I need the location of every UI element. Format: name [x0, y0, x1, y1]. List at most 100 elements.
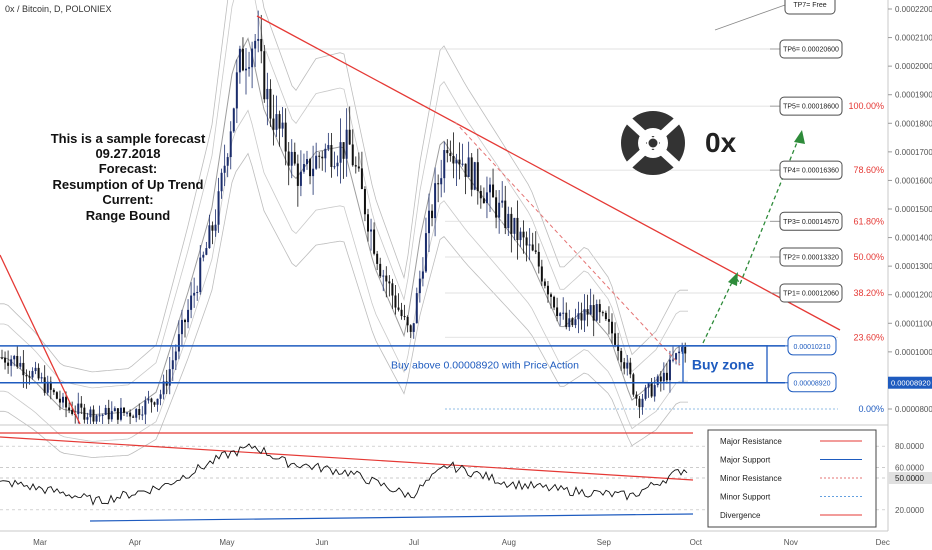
- candle-body: [254, 40, 257, 49]
- candle-body: [553, 296, 556, 308]
- candle-body: [245, 68, 247, 71]
- candle-body: [229, 131, 232, 158]
- time-tick-label: Sep: [597, 538, 612, 547]
- candle-body: [397, 307, 400, 310]
- candle-body: [620, 350, 623, 363]
- candle-body: [31, 371, 34, 378]
- legend-item-label: Major Resistance: [720, 437, 782, 446]
- logo-text: 0x: [705, 127, 737, 158]
- candle-body: [126, 412, 129, 414]
- candle-body: [559, 313, 562, 317]
- candle-body: [257, 38, 260, 41]
- tp-pointer: [714, 4, 786, 31]
- candle-body: [150, 398, 153, 403]
- tp-label: TP5= 0.00018600: [783, 104, 839, 111]
- candle-body: [275, 114, 278, 130]
- tp-box: [779, 247, 843, 267]
- candle-body: [382, 275, 385, 277]
- candle-body: [199, 257, 202, 293]
- candle-body: [659, 376, 662, 382]
- minor-resistance-line: [454, 121, 681, 366]
- candle-body: [336, 162, 339, 167]
- candle-body: [132, 416, 135, 418]
- candle-body: [302, 164, 305, 172]
- candle-body: [19, 362, 22, 367]
- annotation-line-5: Current:: [102, 192, 153, 207]
- zone-lower-label: 0.00008920: [794, 381, 831, 388]
- tp-box: [779, 211, 843, 231]
- candle-body: [211, 225, 214, 231]
- candle-body: [315, 155, 318, 169]
- candle-body: [1, 357, 3, 359]
- candle-body: [598, 304, 601, 313]
- candle-body: [452, 155, 455, 164]
- candle-body: [513, 217, 516, 234]
- time-axis: Mar Apr May Jun Jul Aug Sep Oct Nov Dec: [33, 538, 890, 547]
- candle-body: [116, 408, 119, 420]
- candle-body: [601, 312, 604, 314]
- candle-body: [241, 48, 244, 71]
- rsi-line: [0, 443, 688, 506]
- candle-body: [516, 217, 519, 241]
- candle-body: [586, 309, 589, 315]
- forecast-arrowhead-1: [728, 272, 738, 286]
- fib-level-label: 61.80%: [853, 216, 884, 226]
- rsi-tick-label: 60.0000: [895, 463, 924, 472]
- candle-body: [644, 387, 647, 399]
- candle-body: [522, 231, 525, 238]
- candle-body: [675, 353, 678, 360]
- candle-body: [662, 372, 665, 382]
- candle-body: [470, 157, 473, 190]
- 0x-logo-icon: [621, 111, 685, 175]
- candle-body: [489, 184, 491, 193]
- candle-body: [321, 156, 324, 159]
- candle-body: [101, 414, 104, 416]
- candle-body: [220, 172, 223, 192]
- candle-body: [80, 403, 83, 408]
- candle-body: [71, 410, 74, 415]
- candle-body: [65, 396, 68, 408]
- time-tick-label: Jul: [409, 538, 419, 547]
- candle-body: [306, 159, 308, 165]
- candle-body: [34, 367, 37, 372]
- candle-body: [455, 159, 458, 164]
- candle-body: [424, 233, 427, 272]
- candle-body: [278, 114, 281, 129]
- candle-body: [437, 183, 440, 185]
- candle-body: [492, 184, 495, 198]
- time-tick-label: Oct: [690, 538, 703, 547]
- candle-body: [187, 309, 190, 323]
- candle-body: [394, 295, 397, 308]
- candle-body: [495, 197, 498, 218]
- candle-body: [58, 398, 61, 403]
- fib-level-label: 38.20%: [853, 288, 884, 298]
- band-outer-upper: [0, 0, 688, 373]
- candle-body: [562, 312, 565, 314]
- candle-body: [434, 183, 437, 219]
- candle-body: [287, 151, 290, 166]
- candle-body: [537, 251, 540, 267]
- candle-body: [7, 362, 10, 366]
- candle-body: [684, 346, 687, 354]
- time-tick-label: Apr: [129, 538, 142, 547]
- candle-body: [568, 318, 571, 328]
- candle-body: [68, 407, 71, 411]
- candle-body: [248, 67, 251, 69]
- candle-body: [534, 250, 537, 252]
- fib-labels: 100.00% 78.60% 61.80% 50.00% 38.20% 23.60% 0.0…: [848, 101, 884, 414]
- fib-level-label: 0.00%: [858, 404, 884, 414]
- candle-body: [238, 48, 241, 73]
- legend: Major Resistance Major Support Minor Resis…: [707, 429, 877, 528]
- legend-item-label: Minor Resistance: [720, 474, 782, 483]
- candle-body: [367, 214, 369, 232]
- candle-body: [595, 304, 598, 321]
- candle-body: [428, 210, 430, 234]
- candle-body: [22, 362, 25, 376]
- candle-body: [40, 377, 43, 379]
